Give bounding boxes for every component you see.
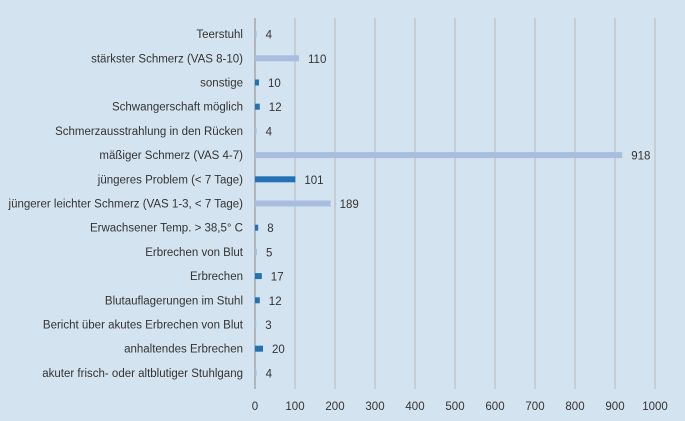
value-label: 110 — [308, 54, 326, 66]
category-label: jüngerer leichter Schmerz (VAS 1-3, < 7 … — [8, 199, 244, 211]
value-label: 10 — [268, 78, 281, 90]
bar — [255, 200, 331, 207]
x-tick-label: 0 — [252, 401, 258, 413]
category-labels: Teerstuhl stärkster Schmerz (VAS 8-10) son… — [8, 29, 244, 380]
category-label: stärkster Schmerz (VAS 8-10) — [91, 53, 243, 65]
bar — [255, 248, 257, 255]
x-tick-label: 600 — [485, 401, 504, 413]
value-label: 8 — [267, 223, 273, 235]
bars — [255, 31, 623, 376]
bar — [255, 273, 262, 280]
category-label: sonstige — [200, 78, 243, 90]
value-label: 4 — [266, 368, 273, 380]
bar — [255, 224, 259, 231]
x-tick-label: 400 — [405, 401, 424, 413]
value-label: 4 — [266, 30, 273, 42]
value-labels: 4 110 10 12 4 918 101 189 8 5 17 12 320 4 — [265, 30, 650, 381]
category-label: Blutauflagerungen im Stuhl — [105, 295, 243, 307]
x-tick-label: 500 — [445, 401, 464, 413]
x-tick-label: 300 — [365, 401, 384, 413]
category-label: Erbrechen — [190, 271, 243, 283]
bar — [255, 345, 263, 352]
category-label: Erwachsener Temp. > 38,5° C — [90, 223, 243, 235]
bar — [255, 152, 623, 159]
bar — [255, 103, 260, 110]
bar — [255, 321, 257, 328]
value-label: 4 — [266, 126, 273, 138]
value-label: 918 — [631, 151, 650, 163]
value-label: 101 — [304, 175, 323, 187]
category-label: Schwangerschaft möglich — [112, 102, 243, 114]
category-label: Teerstuhl — [196, 29, 243, 41]
value-label: 20 — [272, 344, 285, 356]
category-label: jüngeres Problem (< 7 Tage) — [97, 174, 243, 186]
x-tick-label: 800 — [565, 401, 584, 413]
bar — [255, 127, 257, 134]
bar — [255, 55, 299, 62]
value-label: 5 — [266, 247, 272, 259]
x-tick-label: 1000 — [642, 401, 668, 413]
x-tick-label: 100 — [285, 401, 304, 413]
value-label: 3 — [265, 320, 271, 332]
value-label: 12 — [269, 296, 282, 308]
bar — [255, 176, 296, 183]
value-label: 189 — [340, 199, 359, 211]
x-axis-tick-labels: 0 100 200 300 400 500 600 700 800 900 1000 — [252, 401, 668, 413]
bar — [255, 297, 260, 304]
category-label: akuter frisch- oder altblutiger Stuhlgan… — [42, 368, 243, 380]
x-tick-label: 700 — [525, 401, 544, 413]
value-label: 12 — [269, 102, 282, 114]
bar — [255, 79, 259, 86]
category-label: anhaltendes Erbrechen — [124, 344, 243, 356]
bar — [255, 369, 257, 376]
value-label: 17 — [271, 272, 284, 284]
category-label: mäßiger Schmerz (VAS 4-7) — [99, 150, 243, 162]
category-label: Erbrechen von Blut — [145, 247, 244, 259]
category-label: Bericht über akutes Erbrechen von Blut — [43, 320, 244, 332]
x-tick-label: 200 — [325, 401, 344, 413]
x-tick-label: 900 — [605, 401, 624, 413]
category-label: Schmerzausstrahlung in den Rücken — [55, 126, 243, 138]
bar — [255, 31, 257, 38]
